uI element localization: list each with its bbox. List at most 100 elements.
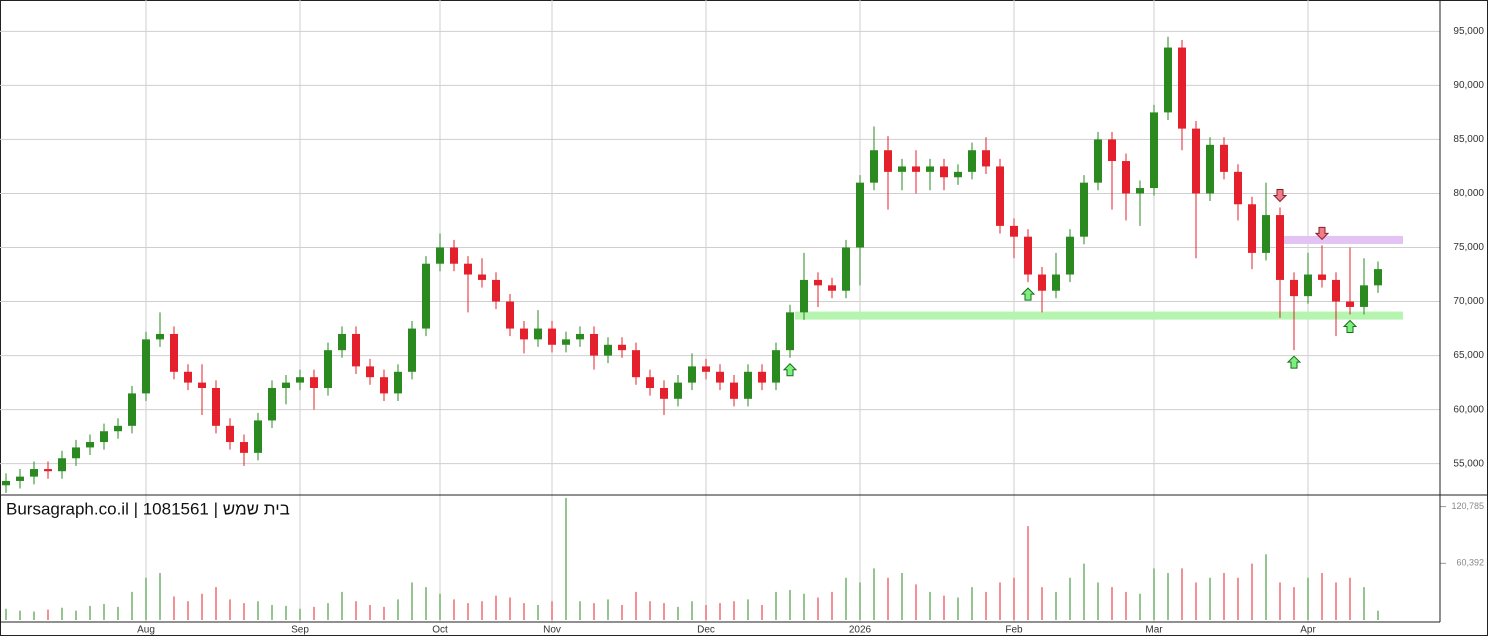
candle-body (184, 371, 192, 383)
candle-body (408, 328, 416, 372)
candle-body (1178, 47, 1186, 129)
candle-body (688, 366, 696, 383)
candle-body (702, 366, 710, 372)
candle-body (310, 377, 318, 389)
y-tick-label: 65,000 (1453, 350, 1484, 361)
candle-body (856, 182, 864, 248)
candle-body (800, 279, 808, 313)
candle-body (422, 263, 430, 329)
candle-body (968, 150, 976, 172)
candle-body (716, 371, 724, 383)
x-tick-label: Sep (291, 625, 309, 636)
candle-body (898, 166, 906, 172)
candle-body (1276, 215, 1284, 280)
x-tick-label: Aug (137, 625, 155, 636)
candle-body (478, 274, 486, 280)
candle-body (1094, 139, 1102, 183)
level-band (1283, 235, 1403, 244)
candle-body (72, 447, 80, 459)
candle-body (618, 344, 626, 351)
candle-body (786, 312, 794, 351)
y-tick-label: 80,000 (1453, 188, 1484, 199)
buy-arrow (1020, 287, 1036, 301)
candle-body (926, 166, 934, 172)
candle-body (1010, 225, 1018, 237)
candle-body (1374, 269, 1382, 286)
candle-body (758, 371, 766, 383)
y-tick-label: 55,000 (1453, 458, 1484, 469)
candle-body (366, 366, 374, 378)
candle-body (156, 333, 164, 340)
candle-body (646, 377, 654, 389)
candle-body (268, 388, 276, 421)
candle-body (982, 150, 990, 167)
buy-arrow (782, 363, 798, 377)
buy-arrow (1286, 355, 1302, 369)
candle-body (1024, 236, 1032, 275)
y-tick-label: 75,000 (1453, 242, 1484, 253)
candle-body (590, 333, 598, 356)
candle-body (128, 393, 136, 426)
y2-tick-label: 60,392 (1456, 558, 1484, 568)
candle-body (1150, 112, 1158, 189)
candle-body (1136, 188, 1144, 194)
candle-body (1290, 279, 1298, 297)
y-tick-label: 60,000 (1453, 404, 1484, 415)
candle-body (884, 150, 892, 172)
candle-body (296, 377, 304, 383)
candle-body (212, 388, 220, 426)
candle-body (1332, 279, 1340, 302)
candle-body (254, 420, 262, 453)
y-tick-label: 85,000 (1453, 134, 1484, 145)
candle-body (240, 442, 248, 453)
candle-body (1206, 144, 1214, 194)
candle-body (324, 350, 332, 389)
candle-body (520, 328, 528, 340)
candle-body (1304, 274, 1312, 297)
candle-body (464, 263, 472, 275)
candle-body (1122, 161, 1130, 194)
candle-body (828, 285, 836, 291)
y-tick-label: 95,000 (1453, 26, 1484, 37)
candle-body (674, 382, 682, 399)
candle-body (338, 333, 346, 351)
sell-arrow (1314, 226, 1330, 241)
plot (2, 36, 1403, 620)
x-tick-label: Mar (1145, 625, 1163, 636)
buy-arrow (1342, 319, 1358, 334)
watermark: Bursagraph.co.il | 1081561 | בית שמש (6, 499, 290, 518)
x-tick-label: Dec (697, 625, 715, 636)
candle-body (198, 382, 206, 389)
y2-tick-label: 120,785 (1451, 501, 1484, 511)
candle-body (1066, 236, 1074, 275)
candle-body (1318, 274, 1326, 280)
candle-body (226, 425, 234, 443)
level-band (795, 311, 1403, 320)
candle-body (30, 469, 38, 477)
candle-body (380, 377, 388, 394)
candle-body (1052, 274, 1060, 291)
candle-body (100, 431, 108, 443)
candle-body (996, 166, 1004, 226)
candle-body (1248, 204, 1256, 253)
candle-body (1262, 215, 1270, 253)
candle-body (506, 301, 514, 329)
candle-body (1192, 128, 1200, 194)
candle-body (492, 279, 500, 302)
candle-body (814, 279, 822, 286)
candle-body (660, 388, 668, 399)
candle-body (604, 344, 612, 356)
candle-body (1164, 47, 1172, 113)
candle-body (352, 333, 360, 367)
x-tick-label: Feb (1005, 625, 1023, 636)
candle-body (394, 371, 402, 394)
candle-body (2, 480, 10, 486)
candle-body (44, 469, 52, 472)
candle-body (86, 442, 94, 448)
candle-body (870, 150, 878, 183)
x-tick-label: Nov (543, 625, 561, 636)
candle-body (730, 382, 738, 399)
candle-body (282, 382, 290, 389)
